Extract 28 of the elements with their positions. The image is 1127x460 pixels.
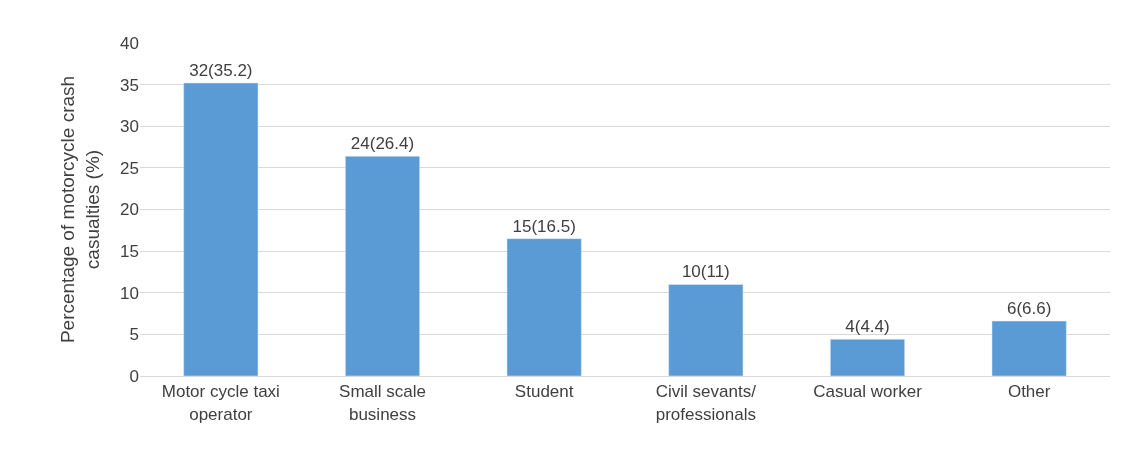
bar: [991, 320, 1067, 376]
y-tick-label: 40: [120, 33, 139, 53]
data-label: 15(16.5): [512, 216, 576, 236]
x-tick-label: Civil sevants/ professionals: [655, 382, 757, 424]
data-label: 4(4.4): [845, 317, 890, 337]
x-tick-label: Other: [1007, 382, 1051, 402]
data-label: 24(26.4): [350, 134, 415, 154]
bar: [345, 155, 420, 376]
bar: [668, 284, 744, 376]
y-tick-label: 0: [129, 366, 139, 386]
y-tick-label: 5: [129, 325, 139, 345]
x-tick-label: Motor cycle taxi operator: [161, 382, 280, 424]
y-tick-label: 30: [120, 117, 139, 137]
data-label: 32(35.2): [189, 60, 253, 80]
y-tick-label: 25: [120, 158, 139, 178]
x-tick-label: Student: [514, 382, 574, 402]
bar: [183, 82, 259, 376]
y-tick-label: 20: [120, 200, 139, 220]
y-tick-label: 15: [120, 242, 139, 262]
y-axis-title: Percentage of motorcycle crash casualties (%): [57, 75, 103, 344]
data-label: 10(11): [681, 262, 730, 282]
x-tick-label: Small scale business: [339, 382, 426, 424]
bar: [830, 339, 905, 376]
y-tick-label: 10: [120, 283, 139, 303]
data-label: 6(6.6): [1006, 299, 1052, 319]
x-tick-label: Casual worker: [813, 382, 923, 402]
bar: [506, 238, 582, 376]
y-tick-label: 35: [120, 75, 139, 95]
